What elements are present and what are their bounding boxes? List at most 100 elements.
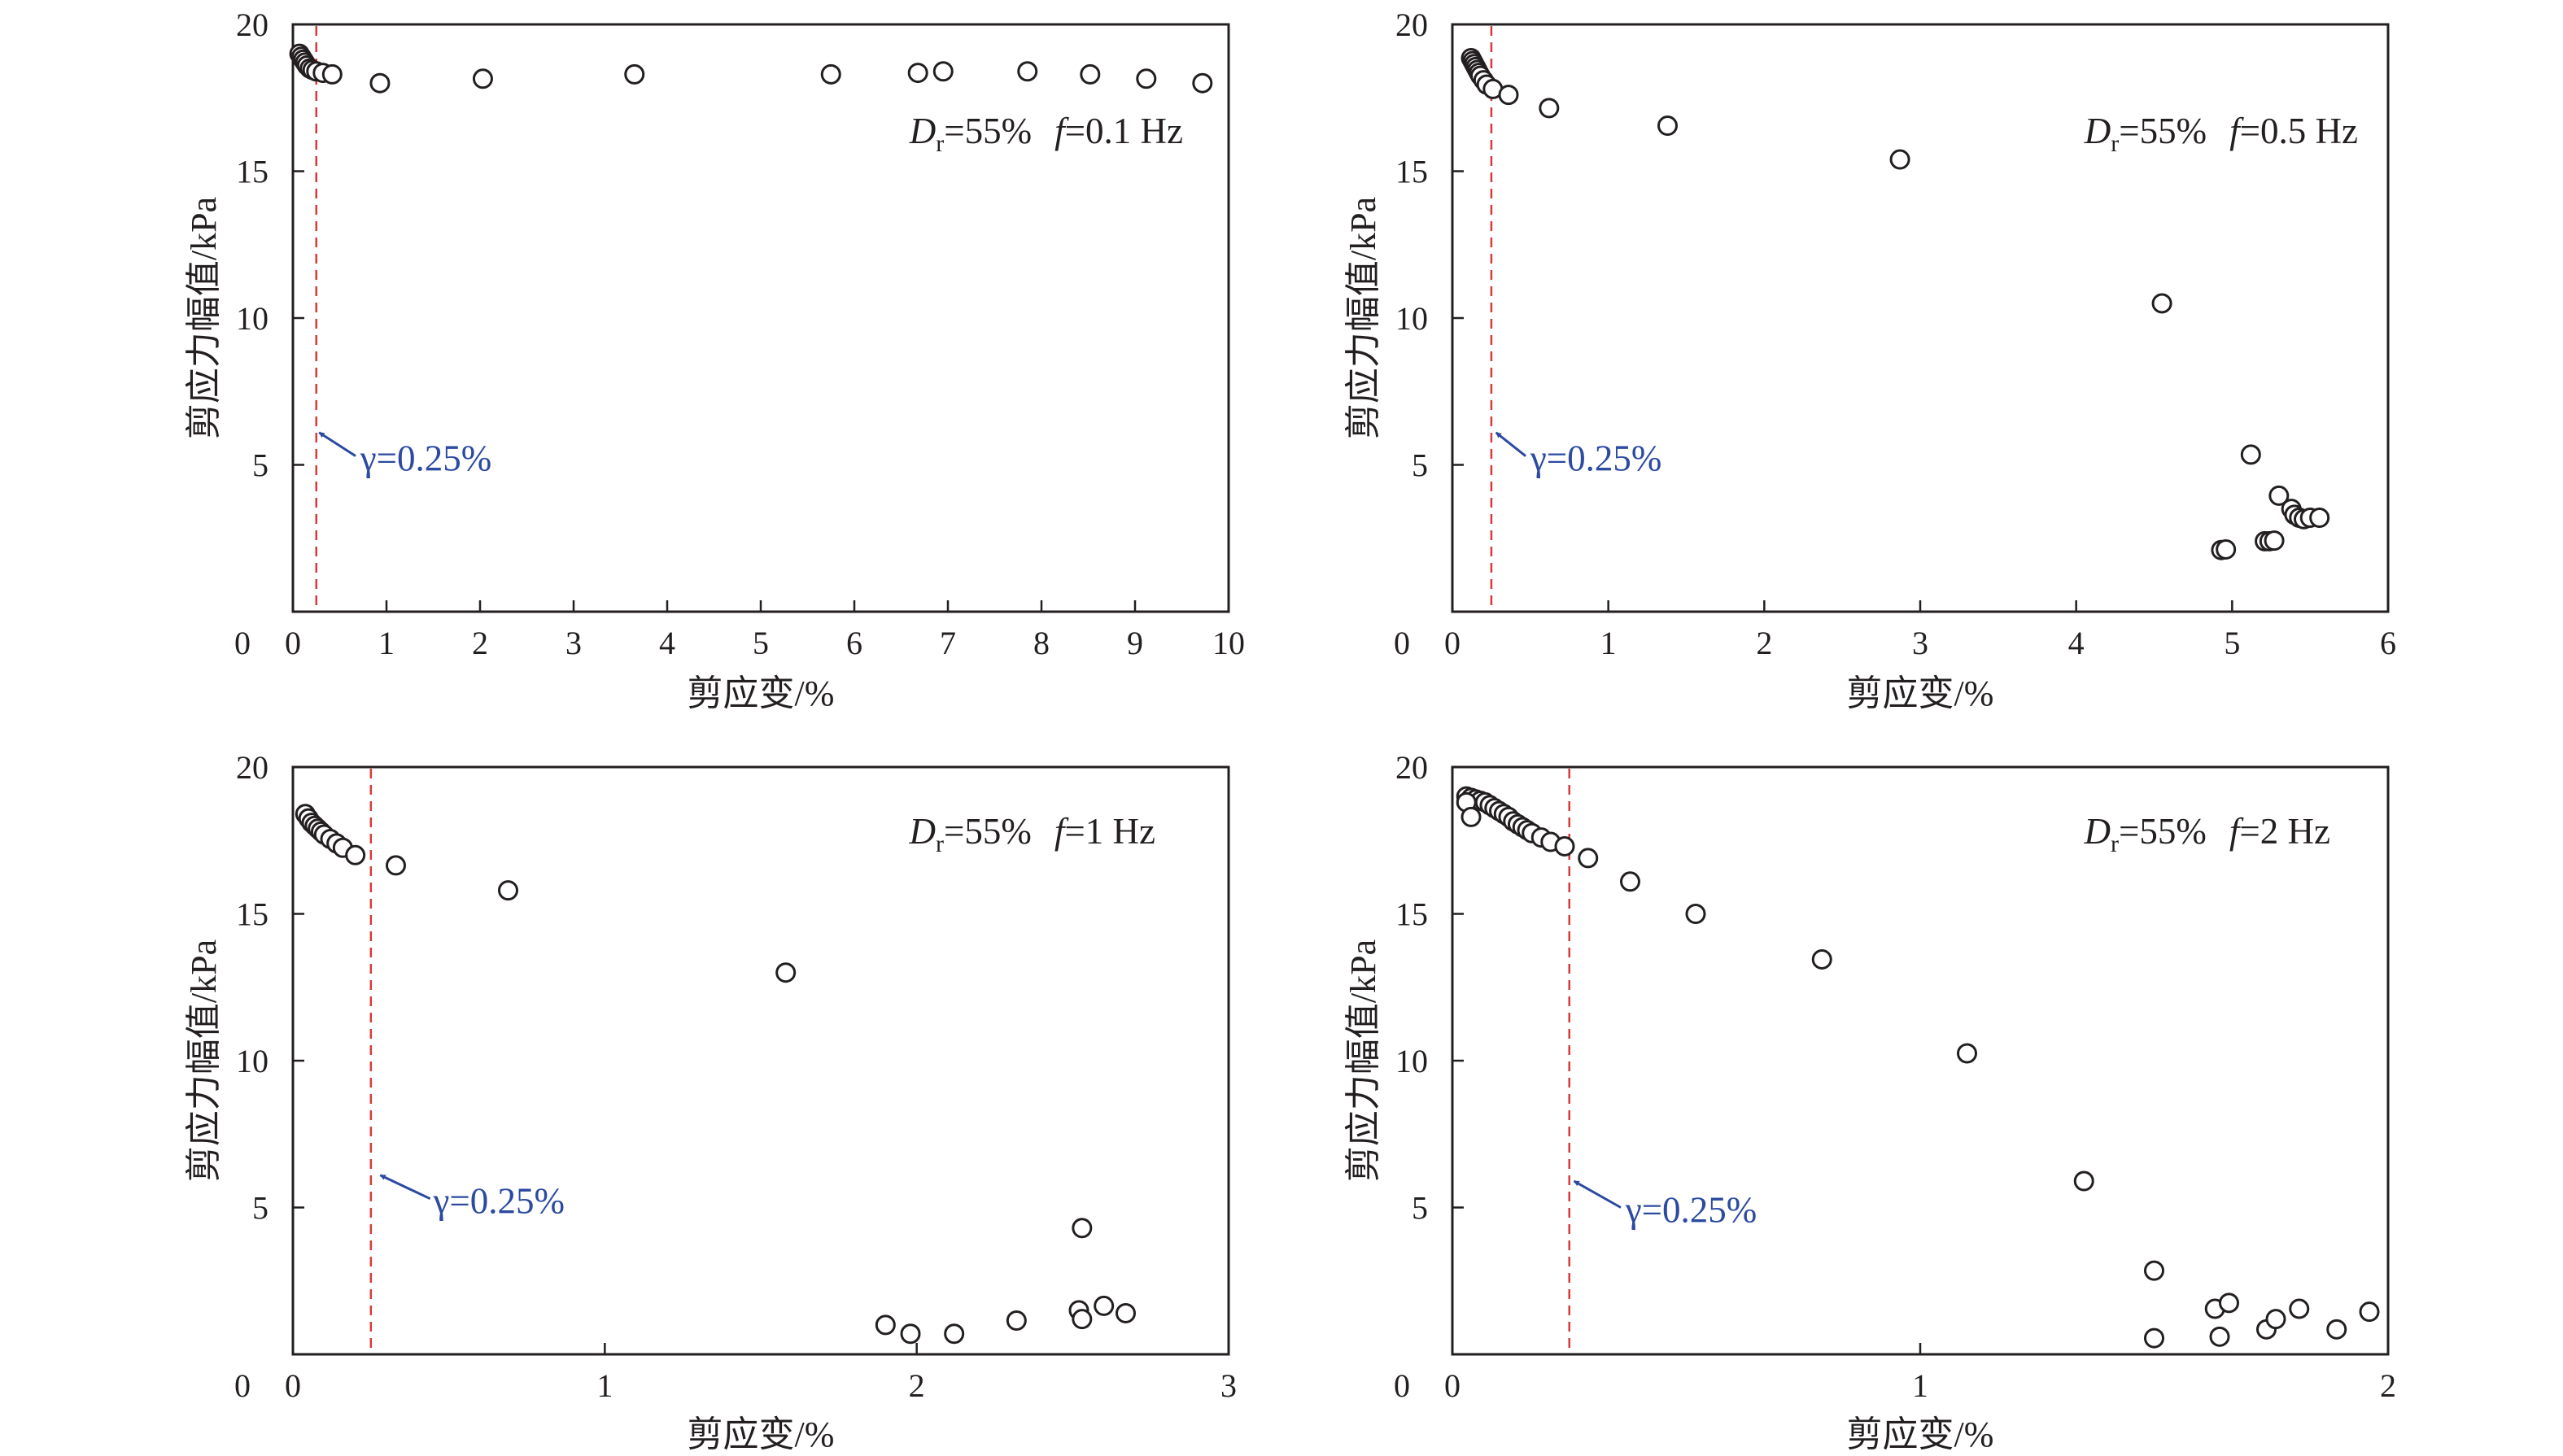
data-point	[2359, 1301, 2380, 1323]
reference-arrow	[1573, 1179, 1622, 1209]
x-tick-label: 4	[659, 625, 675, 661]
x-tick-label: 6	[846, 625, 862, 661]
x-tick-label: 1	[1912, 1367, 1928, 1404]
data-point	[1578, 848, 1599, 869]
data-point	[2073, 1170, 2094, 1192]
plot-frame	[291, 765, 1230, 1356]
y-tick-label: 0	[234, 625, 251, 661]
data-point	[1957, 1043, 1977, 1064]
x-tick-label: 3	[1912, 625, 1928, 661]
y-tick-label: 0	[234, 1367, 251, 1404]
scatter-panel-strain-0-6: 0 1 2 3 4 5 6 0 5 10 15 20 γ=0.25% Dr=55% f=0.5 Hz 剪…	[1343, 7, 2396, 713]
x-tick-label: 8	[1033, 625, 1050, 661]
x-tick-label: 0	[1444, 625, 1461, 661]
data-point	[1072, 1309, 1093, 1330]
test-condition-annotation: Dr=55% f=0.1 Hz	[909, 111, 1183, 157]
y-tick-label: 20	[1395, 749, 1428, 786]
x-tick-label: 1	[596, 1367, 613, 1404]
y-tick-label: 0	[1394, 1367, 1410, 1404]
data-point	[2144, 1327, 2164, 1349]
data-point	[1080, 63, 1101, 85]
data-point	[1811, 948, 1832, 970]
data-point	[2289, 1298, 2310, 1319]
data-point	[1116, 1302, 1136, 1323]
y-tick-label: 5	[252, 447, 269, 484]
data-point	[1620, 871, 1640, 892]
x-axis-title: 剪应变/%	[1847, 1415, 1994, 1454]
test-condition-annotation: Dr=55% f=1 Hz	[909, 811, 1156, 857]
x-tick-label: 2	[909, 1367, 925, 1404]
data-point	[386, 855, 406, 876]
x-tick-label: 6	[2380, 625, 2396, 661]
data-point	[1498, 85, 1519, 106]
y-tick-label: 20	[236, 749, 269, 786]
y-tick-label: 5	[1412, 1190, 1428, 1227]
x-tick-label: 2	[2380, 1367, 2396, 1404]
y-tick-label: 10	[236, 1043, 269, 1079]
data-point	[624, 63, 645, 85]
scatter-panel-strain-0-10: 0 1 2 3 4 5 6 7 8 9 10 0 5 10 15 20 γ=0.25% Dr=55% f=0.1…	[184, 7, 1245, 713]
x-tick-label: 0	[285, 625, 301, 661]
y-tick-label: 10	[1395, 300, 1428, 337]
data-point	[1017, 61, 1038, 82]
y-axis-title: 剪应力幅值/kPa	[1343, 197, 1383, 439]
y-axis-title: 剪应力幅值/kPa	[184, 939, 224, 1182]
data-point	[498, 880, 518, 901]
data-point	[2240, 444, 2261, 465]
x-tick-label: 1	[378, 625, 395, 661]
data-point	[1072, 1218, 1093, 1239]
data-point	[820, 63, 841, 85]
x-tick-label: 4	[2068, 625, 2085, 661]
data-point	[2265, 1309, 2286, 1330]
data-point	[775, 962, 797, 983]
y-tick-label: 5	[252, 1190, 269, 1227]
x-tick-label: 3	[565, 625, 582, 661]
x-tick-label: 0	[285, 1367, 301, 1404]
data-point	[1461, 806, 1482, 827]
y-axis-title: 剪应力幅值/kPa	[184, 197, 224, 439]
data-point	[932, 61, 954, 82]
reference-label: γ=0.25%	[1530, 438, 1662, 479]
data-point	[1136, 68, 1157, 89]
data-point	[1685, 904, 1706, 924]
data-point	[1094, 1295, 1115, 1316]
x-axis-title: 剪应变/%	[688, 1415, 835, 1454]
x-tick-label: 7	[940, 625, 956, 661]
data-point	[2326, 1319, 2347, 1340]
data-point	[2268, 485, 2290, 506]
data-point	[875, 1314, 896, 1336]
data-point	[1006, 1310, 1027, 1331]
x-tick-label: 1	[1600, 625, 1617, 661]
y-tick-label: 20	[236, 7, 269, 43]
y-tick-label: 5	[1412, 447, 1428, 484]
reference-label: γ=0.25%	[360, 438, 492, 479]
data-point	[2219, 1293, 2239, 1314]
reference-arrow	[1495, 431, 1527, 457]
y-tick-label: 20	[1395, 7, 1428, 43]
data-point	[907, 63, 928, 84]
test-condition-annotation: Dr=55% f=2 Hz	[2084, 811, 2331, 857]
x-tick-label: 5	[753, 625, 769, 661]
y-tick-label: 15	[1395, 896, 1428, 933]
data-point	[1554, 835, 1575, 857]
data-point	[321, 63, 343, 85]
data-point	[1192, 72, 1213, 94]
x-tick-label: 0	[1444, 1367, 1461, 1404]
x-axis-title: 剪应变/%	[1847, 674, 1994, 713]
x-tick-label: 10	[1212, 625, 1245, 661]
data-point	[2144, 1260, 2164, 1281]
x-tick-label: 9	[1127, 625, 1143, 661]
y-tick-label: 15	[236, 154, 269, 190]
x-tick-label: 5	[2224, 625, 2240, 661]
data-point	[1657, 116, 1678, 137]
x-tick-label: 3	[1220, 1367, 1237, 1404]
y-tick-label: 15	[1395, 154, 1428, 190]
data-point	[2216, 538, 2237, 560]
data-point	[2309, 507, 2330, 528]
data-point	[900, 1323, 921, 1345]
data-point	[345, 844, 366, 865]
reference-label: γ=0.25%	[1625, 1190, 1757, 1231]
data-point	[472, 68, 493, 89]
